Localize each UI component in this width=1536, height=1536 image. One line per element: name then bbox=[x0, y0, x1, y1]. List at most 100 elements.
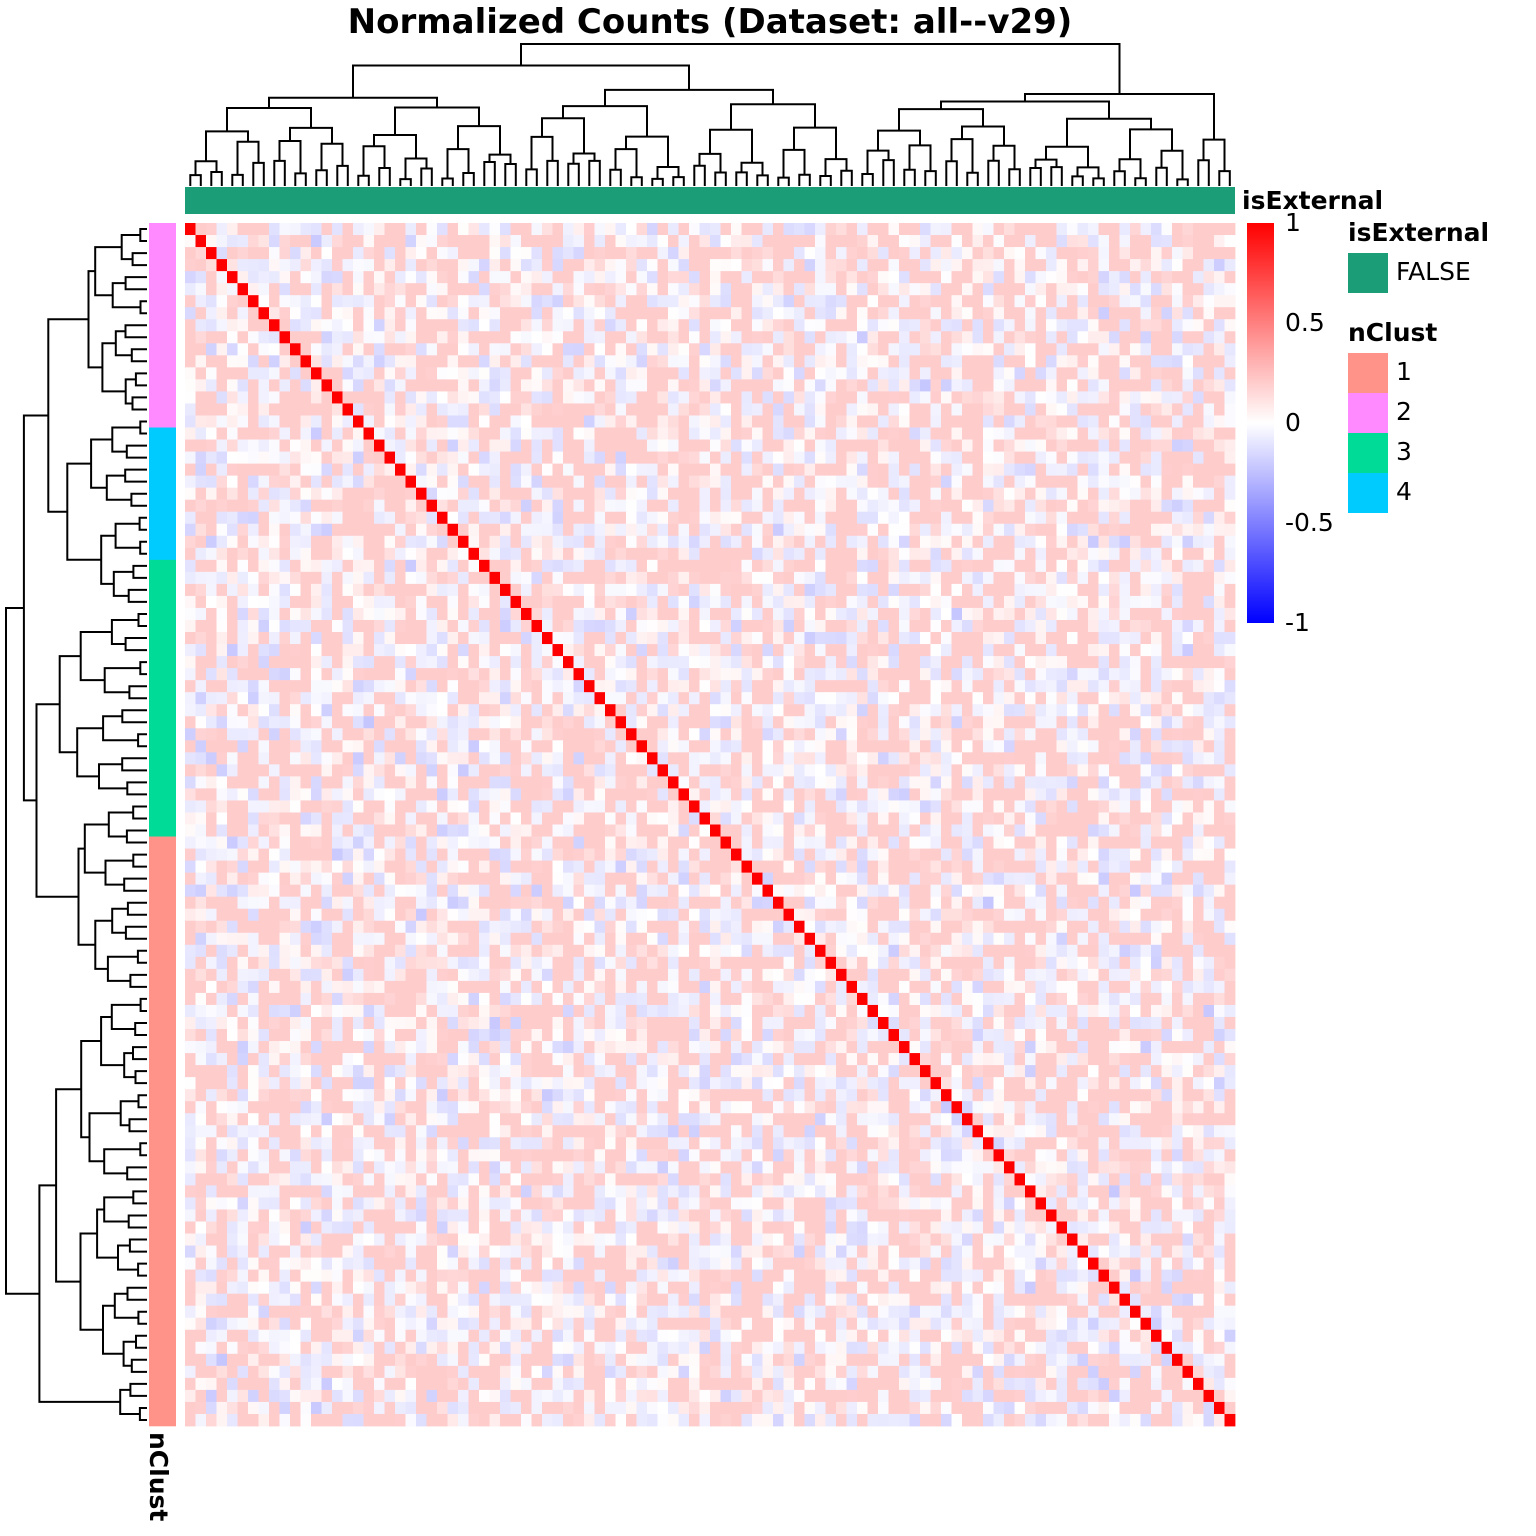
heatmap-cell bbox=[972, 704, 984, 717]
heatmap-cell bbox=[489, 247, 501, 260]
heatmap-cell bbox=[531, 668, 543, 681]
heatmap-cell bbox=[962, 511, 973, 525]
heatmap-cell bbox=[1119, 271, 1131, 284]
heatmap-cell bbox=[185, 307, 196, 320]
heatmap-cell bbox=[1056, 235, 1068, 248]
heatmap-cell bbox=[1140, 331, 1152, 344]
heatmap-cell bbox=[1193, 247, 1204, 260]
heatmap-cell bbox=[689, 607, 700, 621]
heatmap-cell bbox=[216, 764, 228, 777]
dendrogram-branch bbox=[90, 438, 113, 489]
heatmap-cell bbox=[825, 367, 837, 380]
heatmap-cell bbox=[941, 271, 952, 284]
heatmap-cell bbox=[573, 583, 585, 597]
heatmap-cell bbox=[836, 295, 847, 308]
heatmap-cell bbox=[1214, 367, 1225, 380]
heatmap-cell bbox=[500, 463, 511, 477]
heatmap-cell bbox=[678, 668, 690, 681]
heatmap-cell bbox=[1109, 463, 1120, 477]
heatmap-cell bbox=[762, 656, 774, 669]
heatmap-cell bbox=[1224, 728, 1236, 741]
heatmap-cell bbox=[762, 788, 774, 801]
heatmap-cell bbox=[1214, 391, 1225, 404]
heatmap-cell bbox=[930, 752, 942, 765]
heatmap-cell bbox=[941, 656, 952, 669]
heatmap-cell bbox=[437, 439, 448, 452]
heatmap-cell bbox=[983, 607, 994, 621]
heatmap-cell bbox=[300, 752, 312, 765]
heatmap-cell bbox=[836, 487, 847, 501]
heatmap-cell bbox=[1172, 367, 1183, 380]
heatmap-cell bbox=[993, 607, 1005, 621]
heatmap-cell bbox=[930, 535, 942, 549]
heatmap-cell bbox=[1035, 475, 1047, 489]
heatmap-cell bbox=[857, 307, 868, 320]
heatmap-cell bbox=[741, 247, 753, 260]
heatmap-cell bbox=[941, 319, 952, 332]
heatmap-cell bbox=[689, 740, 700, 753]
heatmap-cell bbox=[552, 535, 564, 549]
heatmap-cell bbox=[657, 295, 669, 308]
heatmap-cell bbox=[279, 235, 291, 248]
heatmap-cell bbox=[731, 523, 742, 537]
heatmap-cell bbox=[647, 728, 658, 741]
heatmap-cell bbox=[290, 632, 301, 645]
heatmap-cell bbox=[300, 619, 312, 633]
heatmap-cell bbox=[1025, 319, 1036, 332]
heatmap-cell bbox=[1119, 259, 1131, 272]
heatmap-cell bbox=[468, 776, 480, 789]
heatmap-cell bbox=[794, 487, 805, 501]
heatmap-cell bbox=[1151, 752, 1162, 765]
heatmap-cell bbox=[1172, 379, 1183, 392]
heatmap-cell bbox=[1182, 463, 1194, 477]
heatmap-cell bbox=[857, 656, 868, 669]
heatmap-cell bbox=[626, 355, 637, 368]
heatmap-cell bbox=[237, 367, 249, 380]
heatmap-cell bbox=[468, 331, 480, 344]
heatmap-cell bbox=[993, 295, 1005, 308]
heatmap-cell bbox=[300, 391, 312, 404]
heatmap-cell bbox=[395, 692, 406, 705]
heatmap-cell bbox=[563, 776, 574, 789]
heatmap-cell bbox=[290, 235, 301, 248]
heatmap-cell bbox=[636, 788, 648, 801]
heatmap-cell bbox=[962, 776, 973, 789]
heatmap-cell bbox=[710, 692, 721, 705]
heatmap-cell bbox=[605, 331, 616, 344]
heatmap-cell bbox=[720, 499, 732, 513]
heatmap-cell bbox=[279, 668, 291, 681]
heatmap-cell bbox=[269, 776, 280, 789]
heatmap-cell bbox=[1130, 607, 1141, 621]
heatmap-cell bbox=[353, 355, 364, 368]
heatmap-cell bbox=[531, 379, 543, 392]
heatmap-cell bbox=[783, 752, 795, 765]
heatmap-cell bbox=[699, 680, 711, 693]
heatmap-cell bbox=[594, 704, 606, 717]
heatmap-cell bbox=[647, 788, 658, 801]
heatmap-cell bbox=[941, 223, 952, 236]
heatmap-cell bbox=[909, 535, 921, 549]
heatmap-cell bbox=[647, 692, 658, 705]
heatmap-cell bbox=[500, 223, 511, 236]
heatmap-cell bbox=[426, 283, 438, 296]
heatmap-cell bbox=[269, 583, 280, 597]
heatmap-cell bbox=[1203, 463, 1215, 477]
heatmap-cell bbox=[584, 391, 595, 404]
heatmap-cell bbox=[395, 511, 406, 525]
heatmap-cell bbox=[1130, 283, 1141, 296]
heatmap-cell bbox=[899, 547, 910, 561]
heatmap-cell bbox=[1182, 644, 1194, 657]
heatmap-cell bbox=[668, 499, 679, 513]
heatmap-cell bbox=[426, 776, 438, 789]
heatmap-cell bbox=[216, 595, 228, 609]
heatmap-cell bbox=[500, 427, 511, 440]
heatmap-cell bbox=[237, 788, 249, 801]
heatmap-cell bbox=[699, 692, 711, 705]
heatmap-cell bbox=[1140, 511, 1152, 525]
heatmap-cell bbox=[1077, 764, 1089, 777]
dendrogram-branch bbox=[462, 172, 475, 186]
heatmap-cell bbox=[993, 451, 1005, 464]
heatmap-cell bbox=[1140, 547, 1152, 561]
heatmap-cell bbox=[857, 764, 868, 777]
heatmap-cell bbox=[678, 776, 690, 789]
